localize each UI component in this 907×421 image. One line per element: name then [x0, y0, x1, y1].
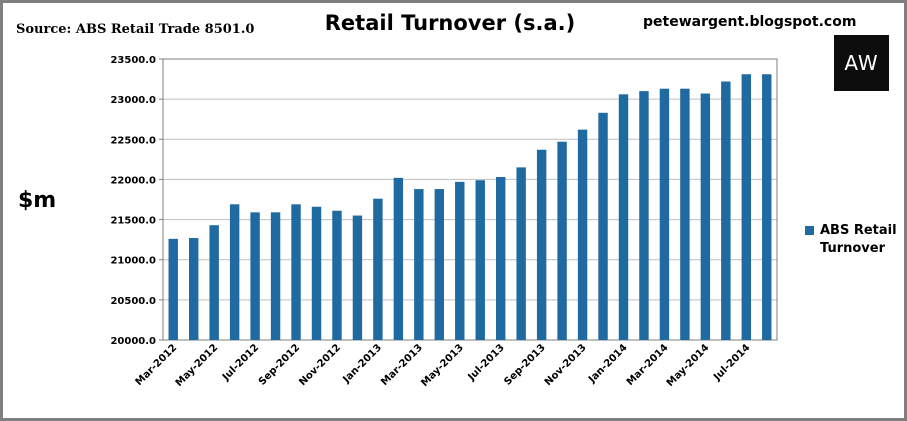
bar [209, 225, 219, 340]
x-tick-label: May-2013 [419, 342, 466, 389]
y-tick-label: 20000.0 [110, 336, 156, 347]
plot-area-border [162, 58, 778, 341]
bar [373, 198, 383, 340]
x-tick-label: Sep-2012 [257, 342, 302, 387]
bar [250, 212, 260, 340]
chart-title: Retail Turnover (s.a.) [324, 11, 576, 35]
bar [577, 129, 588, 340]
y-tick-label: 23000.0 [110, 95, 156, 106]
bar [659, 88, 670, 340]
bar [455, 181, 465, 340]
y-tick-label: 22500.0 [110, 135, 156, 146]
x-tick-label: Nov-2012 [297, 342, 343, 388]
bar [741, 74, 752, 341]
x-tick-label: Sep-2013 [502, 342, 547, 387]
bar [536, 149, 547, 340]
y-tick-label: 23500.0 [110, 55, 156, 66]
bar [352, 215, 363, 340]
x-tick-label: May-2014 [665, 342, 712, 389]
bar [700, 93, 711, 340]
bar [188, 238, 199, 340]
logo-text: AW [844, 51, 879, 75]
legend-label: ABS Retail Turnover [820, 223, 897, 256]
y-tick-label: 21000.0 [110, 256, 156, 267]
bar [168, 238, 178, 340]
bar [639, 91, 649, 340]
bar [311, 206, 322, 340]
bar [270, 212, 281, 340]
x-tick-label: Jul-2014 [711, 342, 752, 383]
bar [475, 180, 485, 340]
bar [598, 112, 608, 340]
bar [414, 189, 424, 340]
blog-url: petewargent.blogspot.com [643, 14, 857, 30]
x-tick-label: Jan-2014 [586, 342, 630, 386]
bar [618, 94, 629, 340]
x-tick-label: Jul-2012 [220, 342, 261, 383]
y-tick-label: 22000.0 [110, 175, 156, 186]
bar [762, 74, 772, 341]
bar [291, 204, 301, 340]
x-tick-label: May-2012 [174, 342, 221, 389]
bar [516, 167, 526, 340]
legend: ABS Retail Turnover [805, 222, 900, 258]
bar [332, 210, 342, 340]
x-tick-label: Jul-2013 [466, 342, 507, 383]
aw-logo: AW [834, 35, 889, 91]
y-axis-unit-label: $m [18, 188, 57, 213]
bar [680, 88, 690, 340]
x-tick-label: Nov-2013 [543, 342, 589, 388]
y-tick-label: 21500.0 [110, 216, 156, 227]
bar [434, 189, 445, 340]
x-tick-label: Jan-2013 [340, 342, 384, 386]
bar [557, 141, 567, 340]
source-label: Source: ABS Retail Trade 8501.0 [16, 22, 255, 37]
bar [393, 177, 404, 340]
bar [229, 204, 240, 340]
bar [495, 177, 506, 340]
bar [721, 81, 731, 340]
y-tick-label: 20500.0 [110, 296, 156, 307]
legend-swatch [805, 226, 814, 235]
